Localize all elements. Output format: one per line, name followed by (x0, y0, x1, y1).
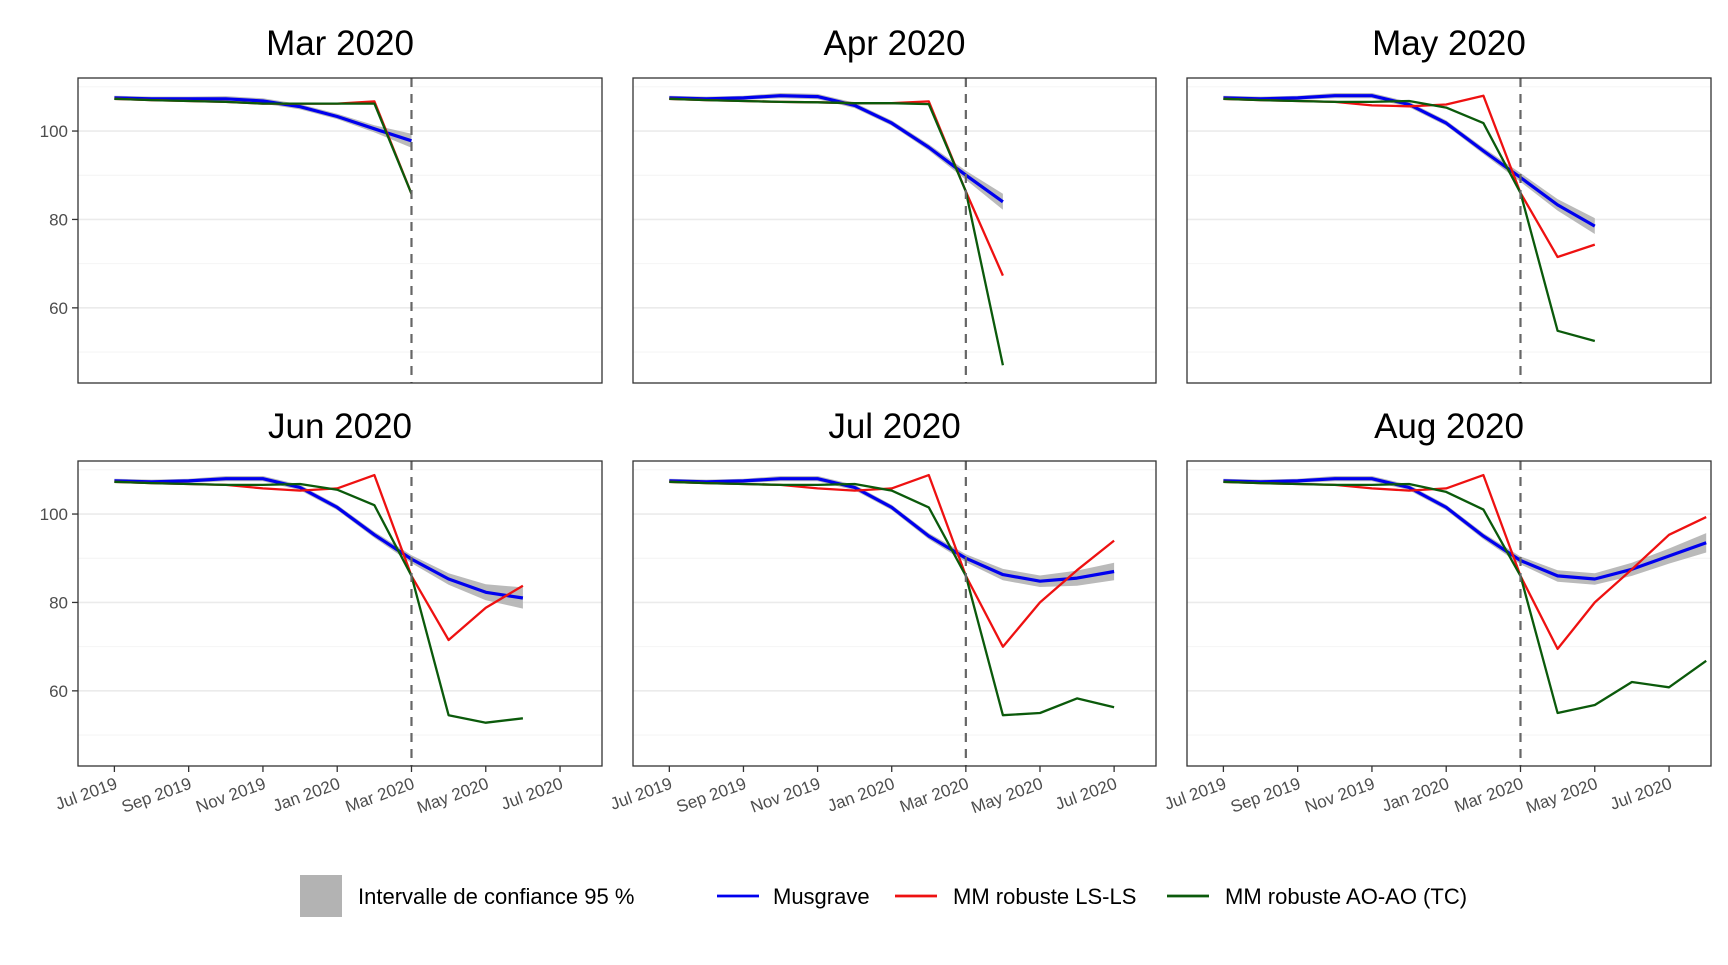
y-tick-label: 80 (49, 210, 68, 229)
x-tick-label: May 2020 (1523, 774, 1600, 817)
panel-border (632, 460, 1157, 767)
legend-label: MM robuste AO-AO (TC) (1225, 884, 1467, 909)
legend-swatch-band (300, 875, 342, 917)
musgrave-line (669, 477, 1115, 583)
y-tick-label: 60 (49, 682, 68, 701)
x-tick-label: Mar 2020 (897, 774, 971, 816)
musgrave-line (114, 477, 524, 600)
confidence-band (114, 476, 523, 609)
x-tick-label: Jan 2020 (270, 774, 342, 816)
x-tick-label: Nov 2019 (1302, 774, 1377, 817)
ao-ao-line (669, 480, 1115, 717)
confidence-band (669, 476, 1115, 587)
ao-ao-line (114, 480, 524, 724)
x-tick-label: May 2020 (414, 774, 491, 817)
panel-title: May 2020 (1372, 24, 1526, 63)
x-tick-label: Jan 2020 (1379, 774, 1451, 816)
x-tick-label: Nov 2019 (193, 774, 268, 817)
x-tick-label: Jul 2019 (1162, 774, 1229, 814)
ls-ls-line (669, 473, 1115, 648)
panel-may-2020: May 2020 (1186, 24, 1712, 384)
panel-title: Mar 2020 (266, 24, 414, 63)
panel-border (1186, 77, 1712, 384)
panel-border (1186, 460, 1712, 767)
ls-ls-line (1223, 94, 1596, 259)
panel-jul-2020: Jul 2020 Jul 2019 Sep 2019 Nov 2019 Jan 2020… (608, 407, 1157, 817)
x-tick-label: Sep 2019 (1228, 774, 1303, 817)
x-tick-label: May 2020 (969, 774, 1046, 817)
confidence-band (1223, 93, 1595, 234)
ao-ao-line (1223, 97, 1596, 343)
y-tick-label: 100 (40, 505, 68, 524)
panel-title: Aug 2020 (1374, 407, 1524, 446)
confidence-band (669, 93, 1003, 210)
panel-apr-2020: Apr 2020 (632, 24, 1157, 384)
ao-ao-line (114, 97, 413, 195)
panel-title: Jun 2020 (268, 407, 412, 446)
y-tick-label: 100 (40, 122, 68, 141)
panel-border (632, 77, 1157, 384)
x-tick-label: Jan 2020 (825, 774, 897, 816)
y-tick-label: 80 (49, 593, 68, 612)
x-tick-label: Sep 2019 (119, 774, 194, 817)
legend-item-ci: Intervalle de confiance 95 % (300, 875, 634, 917)
panel-title: Jul 2020 (828, 407, 960, 446)
x-tick-label: Jul 2019 (53, 774, 120, 814)
x-tick-label: Nov 2019 (748, 774, 823, 817)
legend-label: MM robuste LS-LS (953, 884, 1136, 909)
x-tick-label: Jul 2020 (1053, 774, 1120, 814)
ls-ls-line (114, 97, 413, 195)
musgrave-line (1223, 94, 1596, 228)
musgrave-line (114, 96, 412, 143)
x-tick-label: Jul 2020 (1608, 774, 1675, 814)
panel-border (77, 77, 603, 384)
musgrave-line (669, 94, 1004, 204)
ao-ao-line (1223, 480, 1707, 715)
legend-item-ls: MM robuste LS-LS (895, 884, 1136, 909)
y-tick-label: 60 (49, 299, 68, 318)
panel-border (77, 460, 603, 767)
x-tick-label: Sep 2019 (674, 774, 749, 817)
x-tick-label: Jul 2019 (608, 774, 675, 814)
legend-label: Musgrave (773, 884, 870, 909)
chart-panels: Mar 2020 60 80 100 Apr 2020 May 2020 Jun 2020 6… (40, 24, 1712, 817)
legend-item-musgrave: Musgrave (717, 884, 870, 909)
panel-mar-2020: Mar 2020 60 80 100 (40, 24, 603, 384)
x-tick-label: Jul 2020 (499, 774, 566, 814)
legend-item-ao: MM robuste AO-AO (TC) (1167, 884, 1467, 909)
musgrave-line (1223, 477, 1707, 581)
legend: Intervalle de confiance 95 % Musgrave MM r… (300, 875, 1467, 917)
ao-ao-line (669, 97, 1005, 366)
x-tick-label: Mar 2020 (1452, 774, 1526, 816)
panel-aug-2020: Aug 2020 Jul 2019 Sep 2019 Nov 2019 Jan 2020… (1162, 407, 1712, 817)
ls-ls-line (669, 97, 1004, 277)
x-tick-label: Mar 2020 (343, 774, 417, 816)
panel-title: Apr 2020 (823, 24, 965, 63)
legend-label: Intervalle de confiance 95 % (358, 884, 634, 909)
